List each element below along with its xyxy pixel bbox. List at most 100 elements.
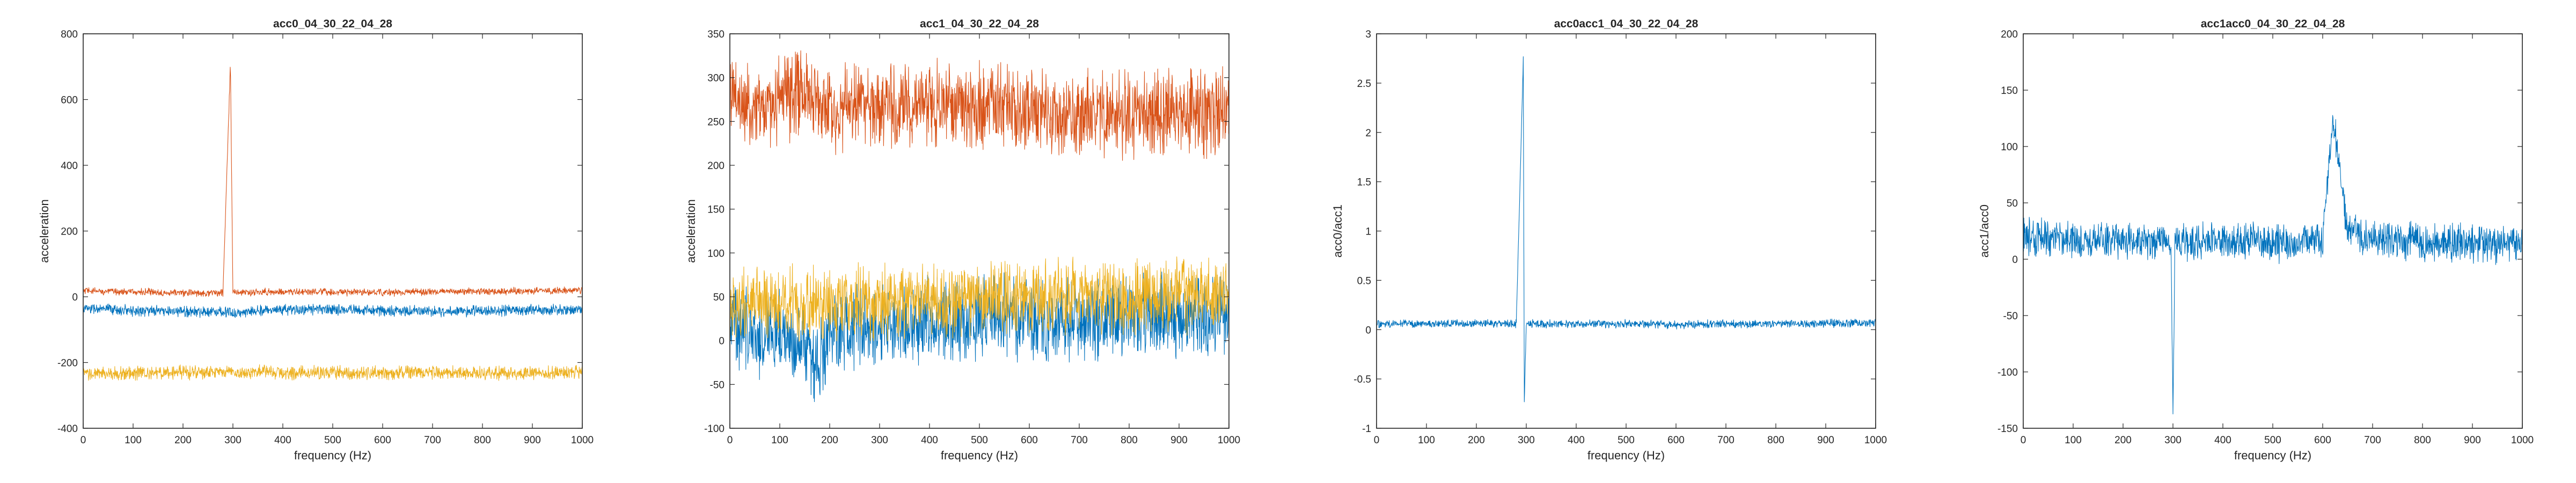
series-line bbox=[83, 67, 582, 297]
chart-acc1: acc1_04_30_22_04_28 frequency (Hz) accel… bbox=[684, 18, 1240, 462]
chart-acc1acc0: acc1acc0_04_30_22_04_28 frequency (Hz) a… bbox=[1978, 18, 2534, 462]
y-tick-label: 150 bbox=[707, 204, 724, 216]
series-line bbox=[730, 271, 1229, 402]
y-tick-label: 0 bbox=[1365, 325, 1371, 336]
x-tick-label: 700 bbox=[424, 435, 441, 446]
y-tick-label: 200 bbox=[707, 160, 724, 172]
y-tick-label: 100 bbox=[707, 248, 724, 259]
x-tick-label: 800 bbox=[1767, 435, 1784, 446]
x-tick-label: 600 bbox=[374, 435, 391, 446]
x-axis-label: frequency (Hz) bbox=[1587, 449, 1665, 462]
series-line bbox=[83, 303, 582, 318]
x-tick-label: 100 bbox=[771, 435, 788, 446]
chart-acc0: acc0_04_30_22_04_28 frequency (Hz) accel… bbox=[38, 18, 594, 462]
x-axis-label: frequency (Hz) bbox=[294, 449, 371, 462]
x-tick-label: 500 bbox=[1618, 435, 1635, 446]
series-line bbox=[83, 364, 582, 381]
x-tick-label: 700 bbox=[2364, 435, 2381, 446]
x-tick-label: 900 bbox=[1817, 435, 1834, 446]
x-tick-label: 900 bbox=[2464, 435, 2481, 446]
y-tick-label: 3 bbox=[1365, 29, 1371, 40]
x-tick-label: 100 bbox=[2065, 435, 2082, 446]
y-axis-label: acc1/acc0 bbox=[1978, 204, 1991, 258]
x-tick-label: 1000 bbox=[1218, 435, 1240, 446]
x-tick-label: 200 bbox=[1468, 435, 1485, 446]
y-tick-label: -50 bbox=[2003, 311, 2018, 322]
y-tick-label: 0.5 bbox=[1357, 275, 1371, 287]
plot-area bbox=[1376, 33, 1876, 429]
x-tick-label: 300 bbox=[224, 435, 241, 446]
y-axis-label: acceleration bbox=[38, 199, 51, 263]
series-layer bbox=[2023, 115, 2522, 415]
y-tick-label: 800 bbox=[61, 29, 78, 40]
x-tick-label: 900 bbox=[1170, 435, 1188, 446]
y-tick-label: -100 bbox=[1997, 367, 2018, 378]
y-tick-label: 300 bbox=[707, 73, 724, 84]
x-tick-label: 400 bbox=[274, 435, 291, 446]
y-tick-label: 200 bbox=[2001, 29, 2018, 40]
y-tick-label: 100 bbox=[2001, 142, 2018, 153]
x-tick-label: 0 bbox=[2021, 435, 2026, 446]
x-tick-label: 300 bbox=[1518, 435, 1535, 446]
series-line bbox=[2023, 115, 2522, 415]
y-tick-label: 0 bbox=[719, 336, 724, 347]
x-tick-label: 800 bbox=[2414, 435, 2431, 446]
x-tick-label: 400 bbox=[921, 435, 938, 446]
x-tick-label: 600 bbox=[2314, 435, 2331, 446]
x-tick-label: 700 bbox=[1717, 435, 1735, 446]
x-tick-label: 400 bbox=[1568, 435, 1585, 446]
x-tick-label: 800 bbox=[474, 435, 491, 446]
series-layer bbox=[83, 67, 582, 381]
series-layer bbox=[1377, 56, 1876, 402]
y-tick-label: 200 bbox=[61, 226, 78, 238]
y-tick-label: -50 bbox=[710, 379, 724, 391]
y-tick-label: 50 bbox=[2007, 198, 2018, 209]
y-tick-label: 250 bbox=[707, 116, 724, 128]
x-tick-label: 0 bbox=[80, 435, 86, 446]
chart-title: acc0_04_30_22_04_28 bbox=[273, 18, 392, 30]
x-tick-label: 0 bbox=[1374, 435, 1380, 446]
x-axis-label: frequency (Hz) bbox=[2234, 449, 2311, 462]
x-tick-label: 200 bbox=[2114, 435, 2132, 446]
y-tick-label: 600 bbox=[61, 95, 78, 106]
x-tick-label: 300 bbox=[2164, 435, 2182, 446]
chart-title: acc1_04_30_22_04_28 bbox=[920, 18, 1039, 30]
x-tick-label: 500 bbox=[2264, 435, 2281, 446]
y-tick-label: 0 bbox=[72, 292, 78, 303]
x-tick-label: 600 bbox=[1667, 435, 1685, 446]
series-line bbox=[730, 256, 1229, 343]
y-tick-label: 0 bbox=[2012, 254, 2018, 266]
x-tick-label: 700 bbox=[1071, 435, 1088, 446]
y-tick-label: 2.5 bbox=[1357, 78, 1371, 90]
y-tick-label: -200 bbox=[57, 358, 78, 369]
x-tick-label: 500 bbox=[971, 435, 988, 446]
chart-acc0acc1: acc0acc1_04_30_22_04_28 frequency (Hz) a… bbox=[1331, 18, 1887, 462]
x-tick-label: 200 bbox=[174, 435, 192, 446]
chart-title: acc1acc0_04_30_22_04_28 bbox=[2201, 18, 2345, 30]
x-axis-label: frequency (Hz) bbox=[941, 449, 1018, 462]
series-line bbox=[1377, 56, 1876, 402]
series-layer bbox=[730, 50, 1229, 402]
y-tick-label: 150 bbox=[2001, 85, 2018, 97]
y-tick-label: 400 bbox=[61, 160, 78, 172]
y-tick-label: -0.5 bbox=[1353, 374, 1371, 385]
y-axis-label: acc0/acc1 bbox=[1331, 204, 1344, 258]
plot-area bbox=[83, 33, 583, 429]
y-tick-label: -100 bbox=[704, 423, 724, 435]
y-tick-label: -400 bbox=[57, 423, 78, 435]
series-line bbox=[730, 50, 1229, 161]
y-tick-label: 50 bbox=[713, 292, 724, 303]
chart-title: acc0acc1_04_30_22_04_28 bbox=[1554, 18, 1699, 30]
x-tick-label: 300 bbox=[871, 435, 888, 446]
y-tick-label: -150 bbox=[1997, 423, 2018, 435]
y-tick-label: -1 bbox=[1362, 423, 1371, 435]
y-tick-label: 2 bbox=[1365, 128, 1371, 139]
x-tick-label: 800 bbox=[1121, 435, 1138, 446]
x-tick-label: 0 bbox=[727, 435, 733, 446]
x-tick-label: 100 bbox=[125, 435, 142, 446]
y-tick-label: 1 bbox=[1365, 226, 1371, 238]
x-tick-label: 1000 bbox=[571, 435, 594, 446]
x-tick-label: 500 bbox=[324, 435, 341, 446]
y-tick-label: 1.5 bbox=[1357, 177, 1371, 188]
